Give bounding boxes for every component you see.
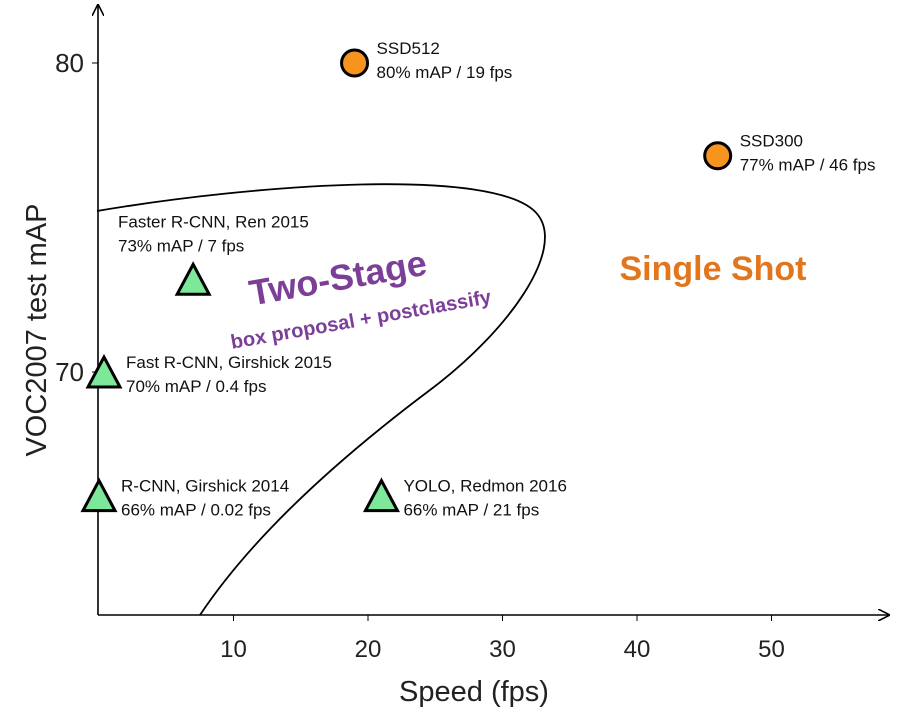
data-point: Fast R-CNN, Girshick 2015 70% mAP / 0.4 f… bbox=[85, 353, 332, 396]
x-tick-label: 10 bbox=[220, 636, 247, 663]
point-detail: 66% mAP / 0.02 fps bbox=[121, 501, 271, 520]
data-point: R-CNN, Girshick 2014 66% mAP / 0.02 fps bbox=[80, 477, 289, 520]
point-name: R-CNN, Girshick 2014 bbox=[121, 477, 289, 496]
x-tick-label: 40 bbox=[624, 636, 651, 663]
point-detail: 80% mAP / 19 fps bbox=[377, 63, 513, 82]
point-detail: 77% mAP / 46 fps bbox=[740, 156, 876, 175]
point-name: SSD512 bbox=[377, 39, 440, 58]
triangle-marker bbox=[80, 477, 118, 513]
circle-marker bbox=[340, 48, 370, 78]
point-name: Faster R-CNN, Ren 2015 bbox=[118, 212, 309, 231]
data-point: Faster R-CNN, Ren 2015 73% mAP / 7 fps bbox=[118, 212, 309, 296]
x-tick-label: 20 bbox=[355, 636, 382, 663]
triangle-marker bbox=[362, 477, 400, 513]
x-tick-label: 30 bbox=[489, 636, 516, 663]
point-detail: 66% mAP / 21 fps bbox=[403, 501, 539, 520]
data-point: YOLO, Redmon 2016 66% mAP / 21 fps bbox=[362, 477, 567, 520]
point-name: YOLO, Redmon 2016 bbox=[403, 477, 566, 496]
two-stage-region-boundary bbox=[96, 183, 546, 616]
triangle-marker bbox=[85, 353, 123, 389]
triangle-marker bbox=[174, 261, 212, 296]
point-name: SSD300 bbox=[740, 132, 803, 151]
single-shot-label: Single Shot bbox=[620, 250, 807, 288]
point-detail: 73% mAP / 7 fps bbox=[118, 236, 244, 255]
y-tick-label: 80 bbox=[55, 48, 84, 78]
y-axis-label: VOC2007 test mAP bbox=[21, 203, 53, 456]
point-detail: 70% mAP / 0.4 fps bbox=[126, 377, 266, 396]
x-tick-label: 50 bbox=[758, 636, 785, 663]
circle-marker bbox=[703, 141, 733, 171]
point-name: Fast R-CNN, Girshick 2015 bbox=[126, 353, 332, 372]
y-tick-label: 70 bbox=[55, 357, 84, 387]
data-point: SSD300 77% mAP / 46 fps bbox=[703, 132, 876, 175]
x-axis-label: Speed (fps) bbox=[399, 676, 549, 707]
data-point: SSD512 80% mAP / 19 fps bbox=[340, 39, 513, 82]
